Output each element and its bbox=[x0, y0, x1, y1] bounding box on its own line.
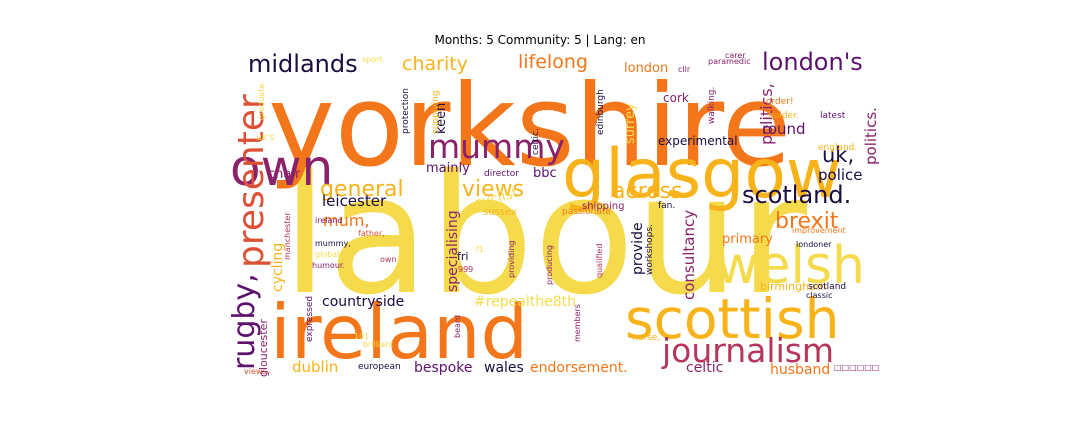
cloud-word: charity bbox=[402, 53, 468, 75]
cloud-word: latest bbox=[820, 111, 846, 121]
cloud-word: holder. bbox=[768, 111, 799, 121]
cloud-word: politics, bbox=[757, 83, 776, 145]
cloud-word: lifelong bbox=[518, 51, 588, 73]
cloud-word: #repealthe8th bbox=[474, 294, 576, 310]
cloud-word: f1 bbox=[476, 245, 484, 254]
cloud-word: supplying bbox=[431, 90, 441, 134]
cloud-word: cycling bbox=[270, 243, 286, 292]
cloud-word: rugby, bbox=[227, 273, 262, 370]
cloud-word: mum, bbox=[323, 211, 369, 230]
cloud-word: manchester bbox=[283, 212, 292, 260]
cloud-word: carer bbox=[725, 51, 746, 60]
cloud-word: wales bbox=[484, 360, 524, 376]
cloud-word: fan. bbox=[658, 201, 675, 211]
cloud-word: fri bbox=[457, 250, 468, 263]
cloud-word: views. bbox=[244, 367, 269, 376]
cloud-word: glasgow bbox=[562, 135, 842, 214]
cloud-word: brexit bbox=[775, 209, 839, 234]
cloud-word: expressed bbox=[305, 296, 315, 342]
cloud-word: experimental bbox=[658, 134, 738, 148]
cloud-word: ireland bbox=[315, 216, 343, 225]
cloud-word: members bbox=[573, 304, 582, 342]
cloud-word: humour. bbox=[312, 261, 345, 270]
cloud-word: keen bbox=[434, 103, 449, 134]
cloud-word: general bbox=[320, 177, 404, 202]
cloud-word: improvement bbox=[792, 226, 846, 235]
cloud-word: global bbox=[315, 250, 339, 259]
cloud-word: cllr bbox=[678, 65, 691, 74]
cloud-word: brilliant bbox=[363, 340, 393, 349]
cloud-word: views bbox=[462, 177, 524, 202]
cloud-word: bespoke bbox=[414, 360, 472, 376]
cloud-word: qualified bbox=[595, 243, 604, 278]
cloud-word: passionate bbox=[562, 207, 611, 217]
cloud-word: mummy bbox=[428, 127, 565, 166]
cloud-word: walking. bbox=[707, 87, 717, 124]
cloud-word: scottish bbox=[625, 287, 839, 351]
cloud-word: providing bbox=[507, 241, 516, 279]
cloud-word: london bbox=[624, 61, 668, 76]
cloud-word: edinburgh bbox=[596, 89, 606, 135]
cloud-word: shipping bbox=[582, 201, 625, 212]
cloud-word: □□□□□□ bbox=[834, 363, 879, 372]
cloud-word: endorsement. bbox=[530, 360, 628, 376]
cloud-word: leicester bbox=[322, 192, 387, 210]
cloud-word: own bbox=[230, 139, 333, 197]
cloud-word: primary bbox=[722, 232, 773, 247]
cloud-word: england. bbox=[818, 143, 857, 153]
cloud-word: welsh bbox=[716, 236, 865, 296]
cloud-word: police bbox=[818, 166, 863, 184]
cloud-word: protection bbox=[401, 88, 411, 134]
cloud-word: celtic bbox=[686, 360, 723, 376]
cloud-word: uk, bbox=[822, 143, 854, 167]
cloud-word: surrey bbox=[623, 103, 638, 144]
cloud-word: cork bbox=[663, 91, 689, 105]
cloud-word: specialising bbox=[445, 210, 461, 292]
cloud-word: director bbox=[484, 169, 519, 179]
cloud-word: 999 bbox=[458, 265, 473, 274]
cloud-word: yorkshire bbox=[268, 60, 791, 192]
cloud-word: provide bbox=[630, 222, 646, 275]
cloud-word: classic bbox=[806, 291, 832, 300]
cloud-word: 101 bbox=[354, 332, 369, 341]
cloud-word: father, bbox=[358, 229, 385, 238]
cloud-word: paramedic bbox=[708, 57, 751, 66]
cloud-word: labour bbox=[282, 139, 807, 331]
cloud-word: politics. bbox=[862, 107, 880, 165]
cloud-word: beard bbox=[453, 315, 462, 338]
cloud-word: ireland bbox=[270, 288, 528, 376]
cloud-word: scotland bbox=[808, 282, 846, 292]
cloud-word: nurse, bbox=[632, 333, 660, 343]
cloud-word: sussex bbox=[483, 207, 517, 218]
cloud-word: husband bbox=[770, 362, 830, 378]
cloud-word: workshops. bbox=[645, 224, 655, 275]
cloud-word: sport. bbox=[362, 55, 385, 64]
cloud-word: londoner bbox=[796, 240, 832, 249]
cloud-word: across bbox=[612, 179, 683, 204]
cloud-word: uk's bbox=[256, 133, 274, 143]
cloud-word: european bbox=[358, 362, 401, 372]
cloud-word: round bbox=[762, 120, 806, 138]
cloud-word: own bbox=[380, 255, 397, 264]
cloud-word: celtic. bbox=[531, 128, 541, 155]
cloud-word: scotland. bbox=[742, 181, 851, 209]
chart-title: Months: 5 Community: 5 | Lang: en bbox=[434, 33, 646, 47]
cloud-word: chair bbox=[268, 167, 301, 182]
cloud-word: producing bbox=[545, 245, 554, 285]
cloud-word: birmingham bbox=[760, 280, 827, 293]
cloud-word: bbc bbox=[533, 166, 557, 181]
cloud-word: gloucester bbox=[257, 319, 270, 377]
cloud-word: consultancy bbox=[680, 210, 698, 300]
cloud-word: mainly bbox=[426, 161, 470, 176]
cloud-word: mummy, bbox=[315, 239, 351, 248]
cloud-word: graduate. bbox=[257, 81, 266, 120]
cloud-word: journalism bbox=[661, 331, 834, 370]
cloud-word: countryside bbox=[322, 294, 404, 310]
cloud-word: dublin bbox=[292, 358, 338, 376]
cloud-word: midlands bbox=[248, 50, 358, 78]
cloud-word: london's bbox=[762, 48, 863, 76]
cloud-word: presenter bbox=[231, 94, 272, 268]
cloud-word: order! bbox=[766, 97, 794, 107]
